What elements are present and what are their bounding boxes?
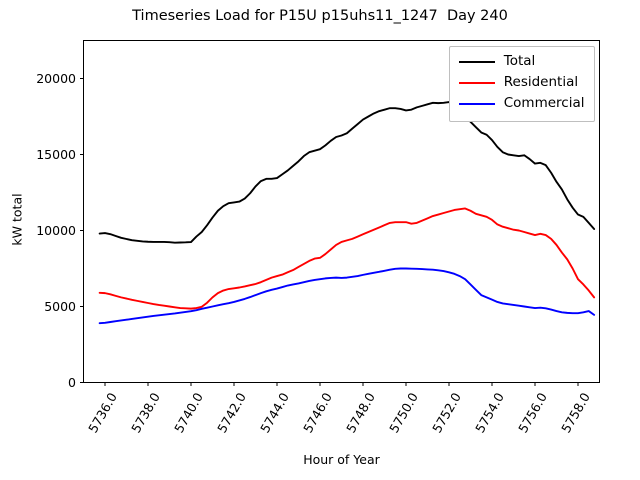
- x-tick-marks: [104, 382, 579, 386]
- legend-swatch-icon: [458, 61, 495, 63]
- legend-item-label: Total: [503, 53, 536, 70]
- y-tick-label: 5000: [44, 298, 76, 314]
- series-line-total: [98, 101, 596, 244]
- legend-swatch-icon: [458, 103, 495, 105]
- chart-legend: Total Residential Commercial: [448, 45, 595, 122]
- x-axis-label: Hour of Year: [303, 452, 380, 467]
- legend-item-label: Commercial: [503, 95, 585, 112]
- y-tick-label: 0: [68, 374, 76, 390]
- legend-item-total[interactable]: Total: [458, 52, 585, 73]
- y-tick-label: 15000: [36, 146, 76, 162]
- legend-item-commercial[interactable]: Commercial: [458, 94, 585, 115]
- legend-swatch-icon: [458, 82, 495, 84]
- y-tick-label: 20000: [36, 70, 76, 86]
- chart-title: Timeseries Load for P15U p15uhs11_1247 D…: [132, 8, 508, 24]
- series-line-residential: [98, 207, 596, 310]
- y-tick-marks: [80, 78, 84, 383]
- y-tick-label: 10000: [36, 222, 76, 238]
- series-lines: [98, 101, 596, 325]
- legend-item-residential[interactable]: Residential: [458, 73, 585, 94]
- series-line-commercial: [98, 267, 596, 325]
- legend-item-label: Residential: [503, 74, 579, 91]
